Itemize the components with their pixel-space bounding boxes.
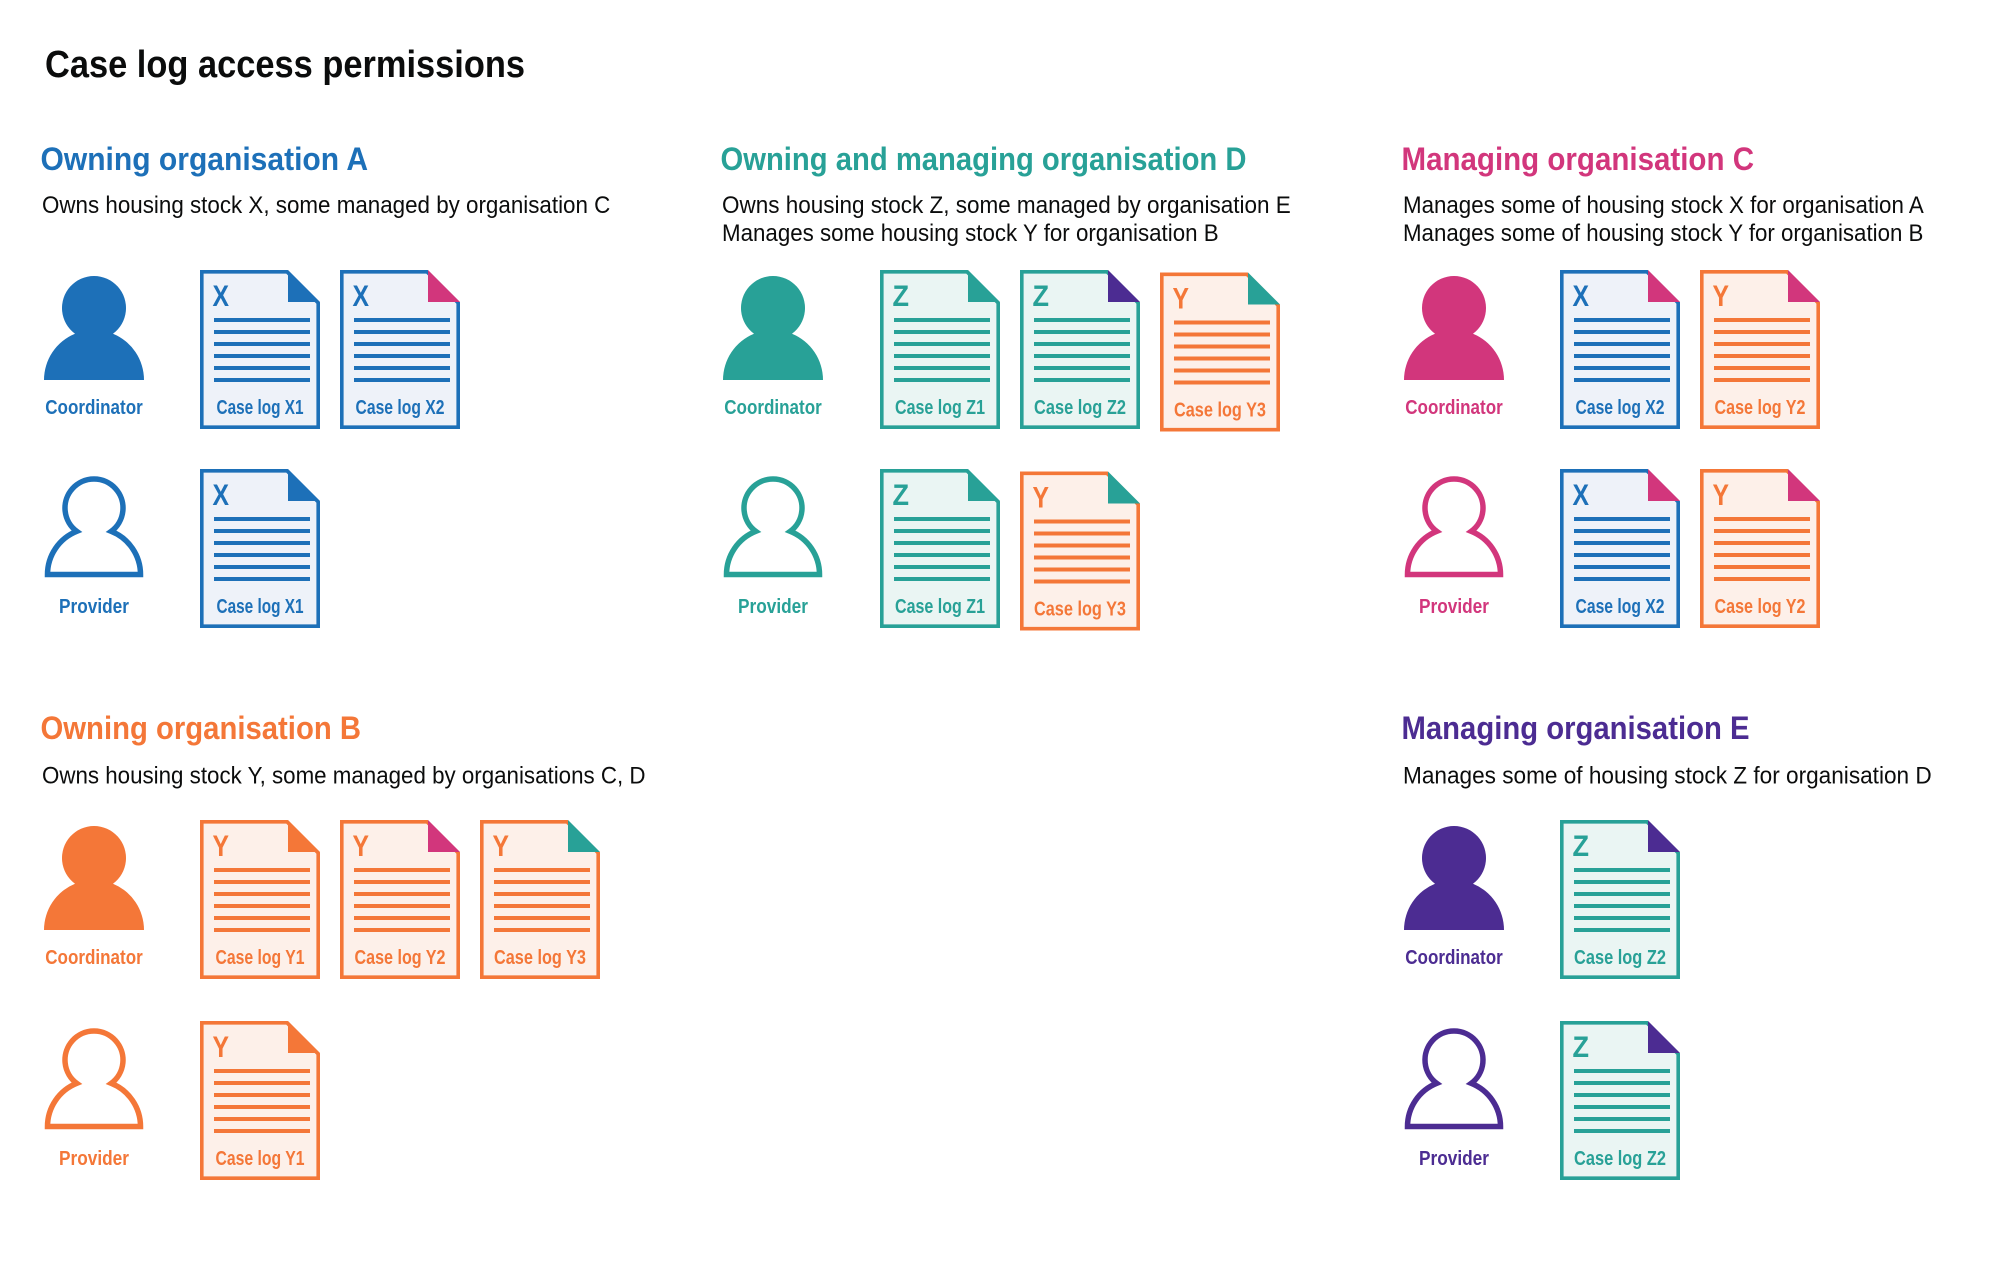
svg-text:Z: Z xyxy=(1573,1031,1590,1064)
svg-text:Z: Z xyxy=(893,280,910,313)
svg-text:X: X xyxy=(213,479,230,512)
svg-text:Case log Y1: Case log Y1 xyxy=(216,947,305,969)
svg-text:Case log Z2: Case log Z2 xyxy=(1574,947,1666,969)
svg-text:Case log X2: Case log X2 xyxy=(1576,397,1665,419)
svg-text:X: X xyxy=(1573,479,1590,512)
svg-text:Owns housing stock Z, some man: Owns housing stock Z, some managed by or… xyxy=(722,192,1291,219)
svg-text:Coordinator: Coordinator xyxy=(1405,397,1503,419)
svg-text:Managing organisation E: Managing organisation E xyxy=(1402,710,1750,746)
svg-text:Case log Y2: Case log Y2 xyxy=(1715,397,1806,419)
svg-text:Manages some of housing stock: Manages some of housing stock Z for orga… xyxy=(1403,763,1932,790)
svg-text:X: X xyxy=(1573,280,1590,313)
svg-text:Coordinator: Coordinator xyxy=(45,397,143,419)
svg-text:Case log Y2: Case log Y2 xyxy=(355,947,446,969)
svg-text:Case log X1: Case log X1 xyxy=(217,596,304,618)
svg-text:Y: Y xyxy=(1713,280,1730,313)
svg-text:Owning organisation B: Owning organisation B xyxy=(41,710,362,746)
svg-text:Manages some housing stock Y f: Manages some housing stock Y for organis… xyxy=(722,220,1219,247)
svg-text:Case log Z1: Case log Z1 xyxy=(895,596,985,618)
svg-text:Y: Y xyxy=(1033,482,1050,515)
svg-text:Y: Y xyxy=(353,830,370,863)
svg-text:Z: Z xyxy=(1033,280,1050,313)
svg-text:Case log Y3: Case log Y3 xyxy=(494,947,586,969)
svg-text:X: X xyxy=(213,280,230,313)
svg-text:Case log Y3: Case log Y3 xyxy=(1174,400,1266,422)
svg-text:X: X xyxy=(353,280,370,313)
svg-text:Case log X2: Case log X2 xyxy=(356,397,445,419)
svg-text:Provider: Provider xyxy=(59,596,129,618)
svg-text:Provider: Provider xyxy=(59,1148,129,1170)
svg-text:Case log Z2: Case log Z2 xyxy=(1574,1148,1666,1170)
svg-text:Provider: Provider xyxy=(738,596,808,618)
svg-text:Manages some of housing stock: Manages some of housing stock Y for orga… xyxy=(1403,220,1923,247)
svg-text:Coordinator: Coordinator xyxy=(1405,947,1503,969)
svg-text:Case log Y2: Case log Y2 xyxy=(1715,596,1806,618)
svg-text:Owning and managing organisati: Owning and managing organisation D xyxy=(721,141,1247,177)
svg-text:Z: Z xyxy=(893,479,910,512)
svg-text:Case log Y1: Case log Y1 xyxy=(216,1148,305,1170)
svg-text:Coordinator: Coordinator xyxy=(45,947,143,969)
svg-text:Owns housing stock Y, some man: Owns housing stock Y, some managed by or… xyxy=(42,763,646,790)
svg-text:Case log Z2: Case log Z2 xyxy=(1034,397,1126,419)
svg-text:Provider: Provider xyxy=(1419,596,1489,618)
svg-text:Z: Z xyxy=(1573,830,1590,863)
svg-text:Y: Y xyxy=(213,1031,230,1064)
svg-text:Y: Y xyxy=(493,830,510,863)
svg-text:Case log access permissions: Case log access permissions xyxy=(45,44,525,86)
svg-text:Case log Z1: Case log Z1 xyxy=(895,397,985,419)
svg-text:Case log Y3: Case log Y3 xyxy=(1034,599,1126,621)
svg-text:Provider: Provider xyxy=(1419,1148,1489,1170)
svg-text:Y: Y xyxy=(213,830,230,863)
svg-text:Manages some of housing stock: Manages some of housing stock X for orga… xyxy=(1403,192,1924,219)
svg-text:Case log X1: Case log X1 xyxy=(217,397,304,419)
svg-text:Y: Y xyxy=(1173,283,1190,316)
svg-text:Owns housing stock X, some man: Owns housing stock X, some managed by or… xyxy=(42,192,610,219)
svg-text:Case log X2: Case log X2 xyxy=(1576,596,1665,618)
svg-text:Y: Y xyxy=(1713,479,1730,512)
svg-text:Owning organisation A: Owning organisation A xyxy=(41,141,369,177)
svg-text:Managing organisation C: Managing organisation C xyxy=(1402,141,1755,177)
svg-text:Coordinator: Coordinator xyxy=(724,397,822,419)
